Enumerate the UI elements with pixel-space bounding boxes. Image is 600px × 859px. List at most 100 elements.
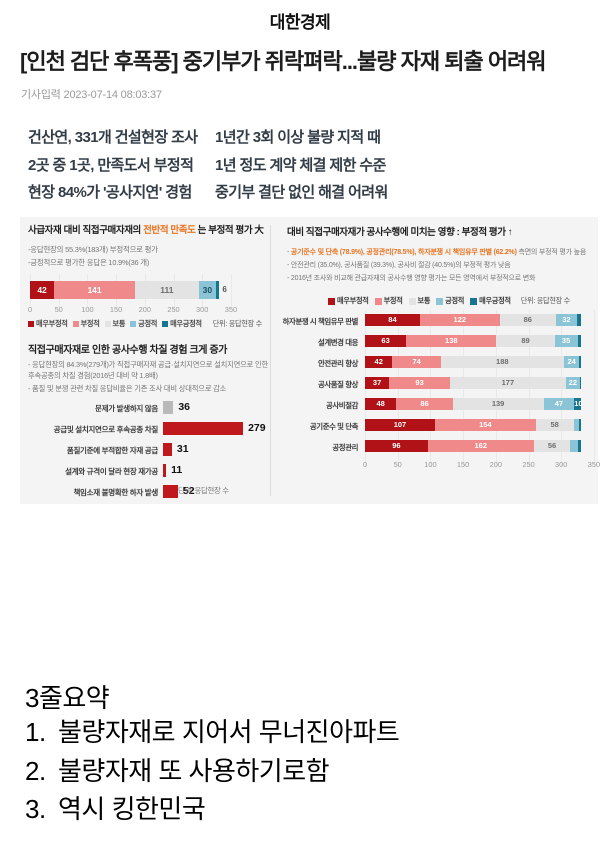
summary-line: 1년간 3회 이상 불량 지적 때 bbox=[215, 129, 381, 146]
bar-row-label: 공사비절감 bbox=[326, 401, 358, 410]
bar-segment-label: 86 bbox=[420, 399, 429, 408]
chart-bullet-part: 공기준수 및 단축 (78.9%), 공정관리(78.5%), 하자분쟁 시 책… bbox=[290, 249, 517, 256]
legend-item: 보통 bbox=[104, 319, 125, 329]
bar-segment-label: 177 bbox=[501, 378, 515, 387]
stacked-bar: 63 138 89 35 bbox=[365, 335, 582, 347]
bar-segment-label: 141 bbox=[87, 285, 102, 295]
bar-segment: 96 bbox=[365, 440, 428, 452]
bar-row-label: 설계변경 대응 bbox=[317, 338, 358, 347]
bar-segment: 35 bbox=[554, 335, 578, 347]
footer-item: 3. 역시 킹한민국 bbox=[25, 790, 585, 829]
footer-item-text: 불량자재로 지어서 무너진아파트 bbox=[58, 717, 400, 747]
bar-segment: 89 bbox=[496, 335, 555, 347]
chart-bullet: - 2016년 조사와 비교해 관급자재의 공사수행 영향 평가는 모든 영역에… bbox=[287, 273, 535, 283]
bar-segment bbox=[578, 440, 582, 452]
bar-segment-label: 162 bbox=[474, 441, 487, 450]
legend-swatch bbox=[374, 297, 382, 305]
chart-bullet-part: - 2016년 조사와 비교해 관급자재의 공사수행 영향 평가는 모든 영역에… bbox=[287, 275, 536, 282]
bar-segment: 74 bbox=[392, 356, 441, 368]
bar-segment-label: 30 bbox=[202, 285, 213, 295]
bar-segment-label: 74 bbox=[412, 357, 421, 366]
bar bbox=[163, 485, 178, 498]
bar-segment-label: 188 bbox=[496, 357, 509, 366]
bar-segment-label: 48 bbox=[376, 399, 385, 408]
chart-title: 대비 직접구매자재가 공사수행에 미치는 영향 : 부정적 평가 ↑ bbox=[287, 227, 513, 238]
bar-segment bbox=[573, 419, 579, 431]
bar-segment bbox=[570, 440, 579, 452]
summary-line: 2곳 중 1곳, 만족도서 부정적 bbox=[28, 156, 194, 174]
bar-row-label: 책임소재 불명확한 하자 발생 bbox=[73, 488, 158, 497]
legend-label: 부정적 bbox=[383, 296, 403, 305]
bar-segment-label: 63 bbox=[381, 336, 390, 345]
chart-title: 직접구매자재로 인한 공사수행 차질 경험 크게 증가 bbox=[28, 345, 228, 356]
bar-row-label: 공기준수 및 단축 bbox=[309, 422, 359, 431]
bar-segment-label: 154 bbox=[479, 420, 492, 429]
unit-label: 단위: 응답현장 수 bbox=[212, 319, 263, 328]
legend-item: 부정적 bbox=[72, 319, 100, 329]
chart-title-part: 사급자재 대비 직접구매자재의 bbox=[28, 225, 144, 236]
bar-segment-label: 22 bbox=[568, 378, 578, 387]
bar-segment-label: 10 bbox=[574, 399, 583, 408]
bar-row-label: 하자분쟁 시 책임유무 판별 bbox=[282, 317, 359, 326]
footer-item-text: 역시 킹한민국 bbox=[58, 794, 206, 824]
bar-row-label: 품질기준에 부적합한 자재 공급 bbox=[66, 446, 158, 455]
bar-value-label: 52 bbox=[182, 485, 195, 497]
bar-segment-label: 84 bbox=[388, 315, 397, 324]
bar-segment bbox=[577, 335, 582, 347]
legend-swatch bbox=[470, 297, 478, 305]
bar-segment: 32 bbox=[555, 314, 577, 326]
bar-segment: 139 bbox=[452, 398, 544, 410]
bar-segment: 86 bbox=[396, 398, 453, 410]
bar-value-label: 11 bbox=[171, 464, 183, 476]
bar-row-label: 설계와 규격이 달라 현장 재가공 bbox=[65, 467, 158, 476]
bar-segment-label: 93 bbox=[415, 378, 424, 387]
gridline bbox=[593, 310, 595, 467]
bar-value-label: 36 bbox=[178, 401, 191, 413]
legend-swatch bbox=[28, 321, 34, 327]
bar-segment-label: 24 bbox=[567, 357, 576, 366]
infographic: 사급자재 대비 직접구매자재의 전반적 만족도 는 부정적 평가 大 -응답현장의… bbox=[20, 217, 600, 504]
legend-item: 매우부정적 bbox=[28, 319, 68, 329]
axis-tick-label: 350 bbox=[587, 460, 600, 469]
bar-row-label: 안전관리 향상 bbox=[317, 359, 358, 368]
bar-segment: 10 bbox=[574, 398, 583, 410]
chart-panel-right: 대비 직접구매자재가 공사수행에 미치는 영향 : 부정적 평가 ↑ - 공기준수… bbox=[278, 217, 600, 504]
bar-segment: 138 bbox=[406, 335, 497, 347]
bar-segment: 141 bbox=[54, 281, 136, 299]
legend-swatch bbox=[130, 321, 137, 327]
legend-item: 부정적 bbox=[374, 296, 403, 306]
bar-segment-label: 111 bbox=[160, 285, 174, 295]
axis-tick-label: 300 bbox=[555, 460, 568, 469]
legend-swatch bbox=[436, 297, 444, 305]
chart-bullet-part: - 안전관리 (35.0%), 공사품질 (39.3%), 공사비 절감 (40… bbox=[287, 262, 511, 269]
bar-value-label: 279 bbox=[248, 422, 266, 434]
summary-line: 중기부 결단 없인 해결 어려워 bbox=[215, 184, 388, 201]
legend-swatch bbox=[72, 321, 79, 327]
footer-item-text: 불량자재 또 사용하기로함 bbox=[58, 755, 330, 786]
bar-segment-label: 47 bbox=[554, 399, 564, 408]
bar bbox=[163, 443, 172, 456]
legend-swatch bbox=[104, 321, 111, 327]
summary-line: 1년 정도 계약 체결 제한 수준 bbox=[215, 156, 386, 174]
stacked-bar: 107 154 58 bbox=[365, 419, 582, 431]
bar-segment-label: 89 bbox=[521, 336, 530, 345]
bar-segment: 48 bbox=[365, 398, 397, 410]
bar-segment: 111 bbox=[135, 281, 199, 299]
legend-label: 매우긍정적 bbox=[170, 319, 202, 328]
axis-tick-label: 200 bbox=[138, 305, 151, 314]
chart-bullet: -긍정적으로 평가한 응답은 10.9%(36 개) bbox=[28, 258, 150, 267]
chart-bullet: - 공기준수 및 단축 (78.9%), 공정관리(78.5%), 하자분쟁 시… bbox=[287, 247, 586, 257]
bar-segment-label: 122 bbox=[453, 315, 467, 324]
three-line-summary: 3줄요약 1. 불량자재로 지어서 무너진아파트 2. 불량자재 또 사용하기로… bbox=[25, 683, 585, 829]
footer-item: 1. 불량자재로 지어서 무너진아파트 bbox=[25, 713, 585, 752]
bar-segment: 42 bbox=[365, 356, 393, 368]
axis-tick-label: 300 bbox=[196, 305, 209, 314]
legend-swatch bbox=[408, 297, 416, 305]
bar-segment bbox=[578, 419, 582, 431]
axis-tick-label: 100 bbox=[424, 460, 437, 469]
bar-segment-label: 107 bbox=[393, 420, 407, 429]
bar-segment-label: 35 bbox=[561, 336, 571, 345]
legend-item: 보통 bbox=[408, 296, 430, 306]
bar bbox=[163, 422, 244, 435]
bar-segment: 47 bbox=[543, 398, 575, 410]
